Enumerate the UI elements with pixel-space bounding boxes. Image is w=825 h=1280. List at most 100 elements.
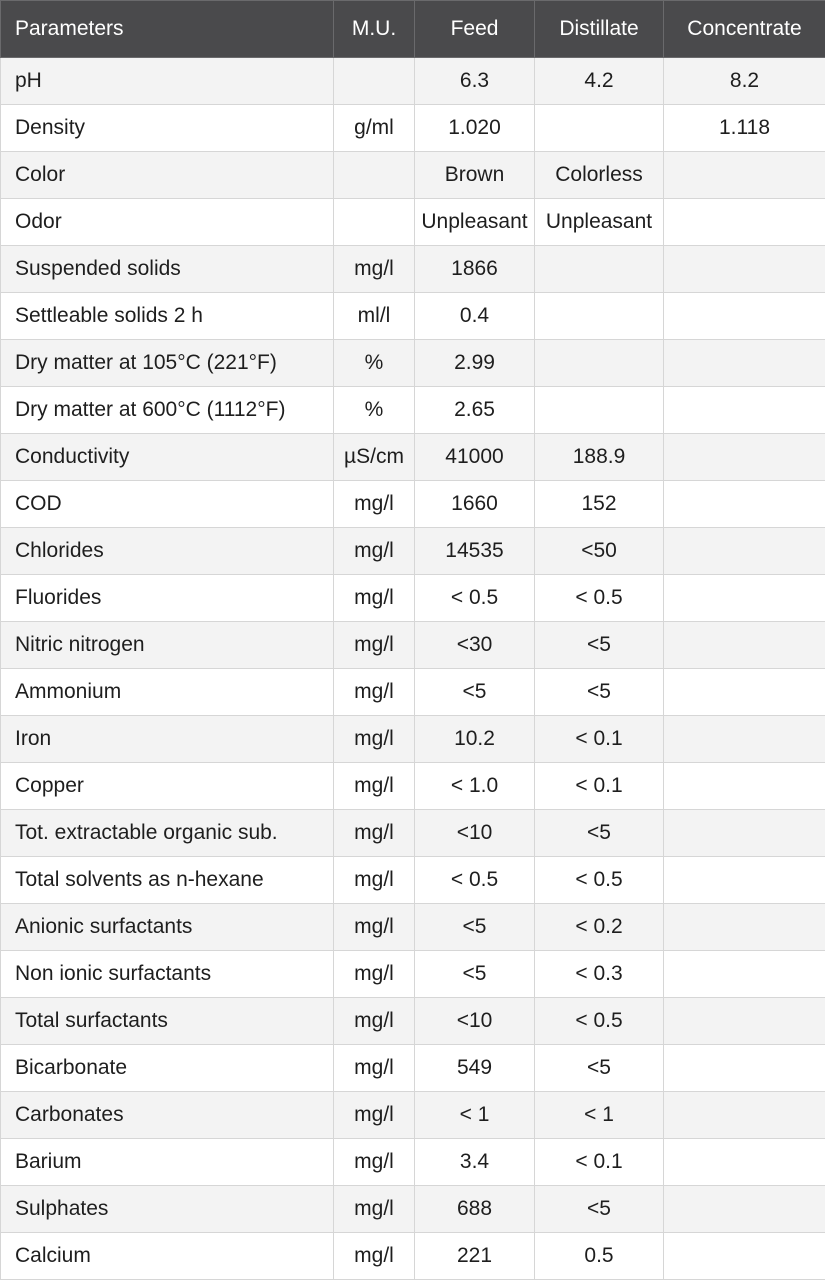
feed-cell: 688 bbox=[415, 1186, 535, 1233]
feed-cell: <30 bbox=[415, 622, 535, 669]
parameter-cell: Nitric nitrogen bbox=[1, 622, 334, 669]
feed-cell: <5 bbox=[415, 904, 535, 951]
unit-cell bbox=[334, 199, 415, 246]
unit-cell: mg/l bbox=[334, 575, 415, 622]
parameter-cell: Conductivity bbox=[1, 434, 334, 481]
distillate-cell: < 0.2 bbox=[535, 904, 664, 951]
concentrate-cell bbox=[664, 669, 825, 716]
parameter-cell: Non ionic surfactants bbox=[1, 951, 334, 998]
concentrate-cell bbox=[664, 152, 825, 199]
feed-cell: 549 bbox=[415, 1045, 535, 1092]
distillate-cell: < 1 bbox=[535, 1092, 664, 1139]
feed-cell: 6.3 bbox=[415, 58, 535, 105]
distillate-cell: Colorless bbox=[535, 152, 664, 199]
concentrate-cell bbox=[664, 1092, 825, 1139]
distillate-cell: <5 bbox=[535, 669, 664, 716]
concentrate-cell bbox=[664, 246, 825, 293]
parameter-cell: Copper bbox=[1, 763, 334, 810]
header-feed: Feed bbox=[415, 1, 535, 58]
distillate-cell: 188.9 bbox=[535, 434, 664, 481]
feed-cell: 2.65 bbox=[415, 387, 535, 434]
distillate-cell bbox=[535, 293, 664, 340]
unit-cell: mg/l bbox=[334, 998, 415, 1045]
feed-cell: < 1 bbox=[415, 1092, 535, 1139]
feed-cell: < 0.5 bbox=[415, 857, 535, 904]
feed-cell: 1660 bbox=[415, 481, 535, 528]
parameter-cell: Barium bbox=[1, 1139, 334, 1186]
parameter-cell: COD bbox=[1, 481, 334, 528]
unit-cell: g/ml bbox=[334, 105, 415, 152]
feed-cell: <10 bbox=[415, 998, 535, 1045]
header-mu: M.U. bbox=[334, 1, 415, 58]
unit-cell: ml/l bbox=[334, 293, 415, 340]
concentrate-cell bbox=[664, 293, 825, 340]
feed-cell: 14535 bbox=[415, 528, 535, 575]
feed-cell: 2.99 bbox=[415, 340, 535, 387]
feed-cell: 0.4 bbox=[415, 293, 535, 340]
concentrate-cell bbox=[664, 622, 825, 669]
distillate-cell: < 0.5 bbox=[535, 998, 664, 1045]
unit-cell: mg/l bbox=[334, 1233, 415, 1280]
distillate-cell: <5 bbox=[535, 1045, 664, 1092]
header-row: Parameters M.U. Feed Distillate Concentr… bbox=[1, 1, 825, 58]
parameter-cell: pH bbox=[1, 58, 334, 105]
parameter-cell: Color bbox=[1, 152, 334, 199]
unit-cell: % bbox=[334, 340, 415, 387]
concentrate-cell bbox=[664, 1045, 825, 1092]
parameter-cell: Fluorides bbox=[1, 575, 334, 622]
concentrate-cell bbox=[664, 387, 825, 434]
header-distillate: Distillate bbox=[535, 1, 664, 58]
distillate-cell bbox=[535, 387, 664, 434]
unit-cell: mg/l bbox=[334, 904, 415, 951]
concentrate-cell bbox=[664, 998, 825, 1045]
parameter-cell: Total surfactants bbox=[1, 998, 334, 1045]
feed-cell: 10.2 bbox=[415, 716, 535, 763]
unit-cell bbox=[334, 152, 415, 199]
parameter-cell: Sulphates bbox=[1, 1186, 334, 1233]
parameter-cell: Chlorides bbox=[1, 528, 334, 575]
unit-cell: mg/l bbox=[334, 1045, 415, 1092]
feed-cell: 221 bbox=[415, 1233, 535, 1280]
distillate-cell: Unpleasant bbox=[535, 199, 664, 246]
concentrate-cell bbox=[664, 857, 825, 904]
feed-cell: <5 bbox=[415, 669, 535, 716]
unit-cell: % bbox=[334, 387, 415, 434]
parameter-cell: Tot. extractable organic sub. bbox=[1, 810, 334, 857]
concentrate-cell bbox=[664, 716, 825, 763]
concentrate-cell bbox=[664, 528, 825, 575]
feed-cell: <5 bbox=[415, 951, 535, 998]
concentrate-cell bbox=[664, 1139, 825, 1186]
feed-cell: 3.4 bbox=[415, 1139, 535, 1186]
unit-cell: mg/l bbox=[334, 246, 415, 293]
unit-cell: mg/l bbox=[334, 1186, 415, 1233]
feed-cell: <10 bbox=[415, 810, 535, 857]
unit-cell: mg/l bbox=[334, 481, 415, 528]
table-header: Parameters M.U. Feed Distillate Concentr… bbox=[1, 1, 825, 58]
feed-cell: Unpleasant bbox=[415, 199, 535, 246]
concentrate-cell bbox=[664, 1186, 825, 1233]
unit-cell: mg/l bbox=[334, 857, 415, 904]
distillate-cell: <50 bbox=[535, 528, 664, 575]
table-row: Dry matter at 105°C (221°F)%2.99 bbox=[1, 340, 825, 387]
unit-cell: mg/l bbox=[334, 528, 415, 575]
feed-cell: 1866 bbox=[415, 246, 535, 293]
